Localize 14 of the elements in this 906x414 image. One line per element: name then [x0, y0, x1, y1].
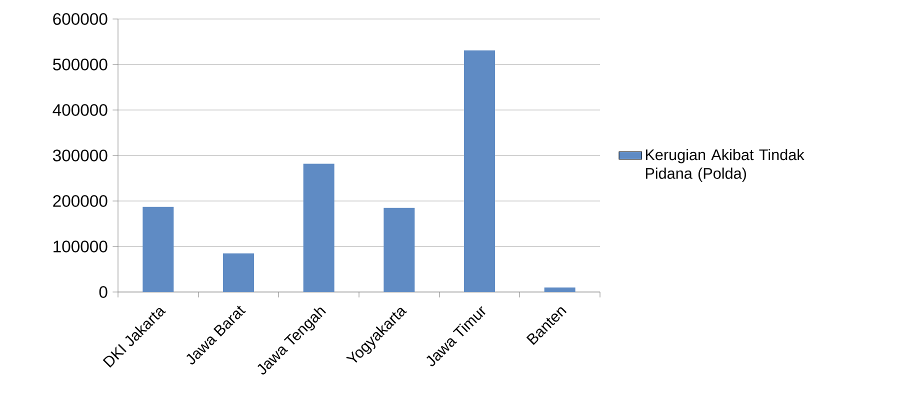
y-tick-label: 100000 — [54, 240, 108, 252]
bar — [544, 287, 576, 292]
y-tick-label: 0 — [99, 286, 108, 298]
bar — [464, 50, 495, 292]
y-tick-label: 400000 — [52, 104, 108, 116]
bar — [142, 206, 174, 292]
y-tick-label: 500000 — [53, 58, 108, 70]
legend-label: Kerugian Akibat Tindak Pidana (Polda) — [646, 148, 804, 182]
y-tick-label: 300000 — [52, 150, 108, 162]
bar — [303, 164, 334, 292]
bar — [384, 208, 415, 292]
y-tick-label: 200000 — [53, 195, 108, 207]
bar — [223, 253, 254, 292]
y-tick-label: 600000 — [53, 13, 108, 25]
